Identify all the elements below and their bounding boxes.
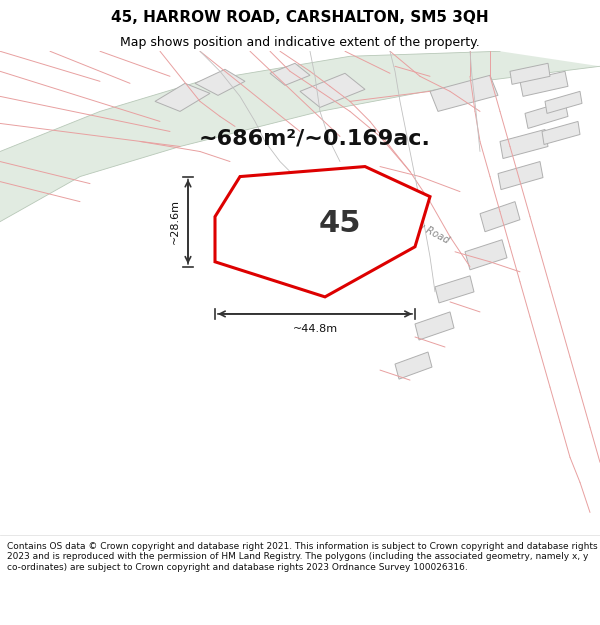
Text: ~686m²/~0.169ac.: ~686m²/~0.169ac.: [199, 129, 431, 149]
Polygon shape: [465, 240, 507, 270]
Text: Map shows position and indicative extent of the property.: Map shows position and indicative extent…: [120, 36, 480, 49]
Polygon shape: [415, 312, 454, 340]
Polygon shape: [545, 91, 582, 113]
Polygon shape: [395, 352, 432, 379]
Polygon shape: [195, 69, 245, 96]
Polygon shape: [500, 129, 548, 159]
Text: 45: 45: [319, 209, 361, 238]
Polygon shape: [0, 51, 600, 222]
Polygon shape: [270, 63, 310, 86]
Polygon shape: [430, 75, 498, 111]
Text: ~28.6m: ~28.6m: [170, 199, 180, 244]
Text: Harrow Road: Harrow Road: [389, 208, 451, 246]
Polygon shape: [510, 63, 550, 84]
Polygon shape: [215, 166, 430, 297]
Polygon shape: [435, 276, 474, 303]
Polygon shape: [155, 83, 210, 111]
Text: 45, HARROW ROAD, CARSHALTON, SM5 3QH: 45, HARROW ROAD, CARSHALTON, SM5 3QH: [111, 10, 489, 25]
Polygon shape: [525, 101, 568, 129]
Text: ~44.8m: ~44.8m: [292, 324, 338, 334]
Polygon shape: [480, 202, 520, 232]
Text: Contains OS data © Crown copyright and database right 2021. This information is : Contains OS data © Crown copyright and d…: [7, 542, 598, 571]
Polygon shape: [520, 71, 568, 96]
Polygon shape: [300, 73, 365, 107]
Polygon shape: [498, 161, 543, 189]
Polygon shape: [542, 121, 580, 144]
